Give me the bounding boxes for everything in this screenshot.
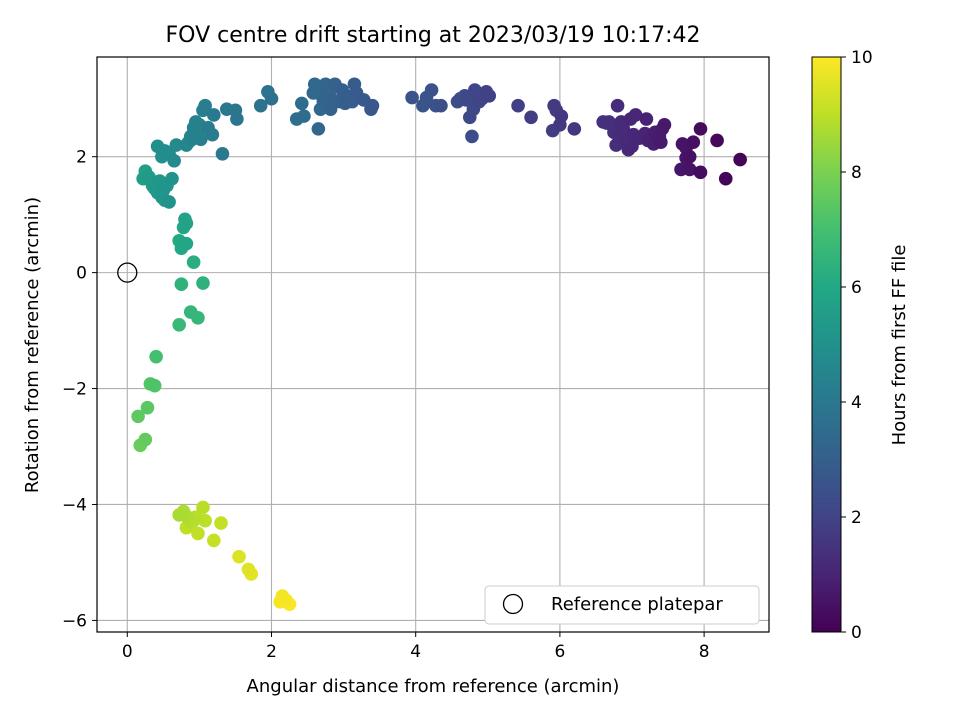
data-point-173 [718,171,733,186]
x-tick-label-1: 2 [266,642,277,662]
colorbar-tick-label-0: 0 [851,623,862,643]
data-point-136 [567,122,582,136]
data-point-22 [131,409,145,424]
data-point-146 [616,122,631,136]
legend-box [484,585,760,625]
data-point-75 [215,146,230,161]
data-point-174 [733,152,747,167]
data-point-21 [138,432,153,447]
data-point-111 [424,83,439,97]
data-point-19 [172,508,186,522]
data-point-172 [710,133,724,148]
data-point-27 [172,317,186,332]
x-axis-label: Angular distance from reference (arcmin) [247,676,620,697]
data-point-54 [165,171,179,186]
data-point-29 [183,305,198,319]
legend-label-reference: Reference platepar [551,594,723,615]
data-point-128 [482,89,497,103]
colorbar-tick-label-3: 6 [851,278,862,298]
data-point-12 [196,500,210,515]
data-point-9 [191,526,205,541]
y-axis-label: Rotation from reference (arcmin) [22,197,43,493]
data-point-8 [214,516,228,530]
data-point-53 [162,195,176,209]
data-point-108 [405,90,419,105]
data-point-74 [207,108,221,122]
colorbar: 0 2 4 6 8 10 [811,48,873,643]
y-tick-label-1: −4 [62,495,87,515]
data-point-84 [297,109,311,123]
data-point-168 [682,149,697,164]
data-point-160 [654,135,668,150]
plot-frame [96,56,770,633]
data-point-130 [524,110,538,125]
data-point-83 [294,96,309,111]
data-point-32 [186,255,201,269]
data-point-113 [434,98,448,113]
colorbar-tick-label-1: 2 [851,508,862,528]
chart-title: FOV centre drift starting at 2023/03/19 … [166,23,701,48]
data-point-167 [682,162,697,177]
data-point-23 [140,400,155,415]
plot-axes: 0 2 4 6 8 −6 −4 −2 0 2 [62,56,770,662]
data-point-88 [311,122,326,136]
x-tick-label-0: 0 [122,642,133,662]
data-point-60 [169,138,184,152]
data-point-25 [147,378,162,393]
x-tick-label-4: 8 [699,642,710,662]
colorbar-label: Hours from first FF file [889,245,910,446]
y-tick-label-2: −2 [62,380,87,400]
data-point-107 [365,98,380,113]
data-point-81 [264,91,279,106]
y-tick-label-4: 2 [76,148,87,168]
data-point-78 [230,112,244,126]
reference-platepar-marker [117,262,138,283]
x-tick-label-2: 4 [410,642,421,662]
data-point-6 [232,549,246,564]
data-point-5 [241,562,256,577]
data-point-26 [149,349,163,364]
data-point-155 [639,112,654,126]
colorbar-tick-label-4: 8 [851,163,862,183]
data-point-162 [657,118,672,132]
data-point-152 [628,108,643,122]
data-point-79 [253,98,268,113]
data-point-73 [205,127,220,142]
data-point-71 [198,98,212,113]
data-point-69 [194,132,208,147]
data-point-143 [610,98,625,113]
data-point-3 [275,589,290,603]
colorbar-tick-label-2: 4 [851,393,862,413]
data-point-39 [178,212,192,227]
y-tick-label-3: 0 [76,264,87,284]
data-point-129 [511,98,525,113]
data-point-7 [207,533,221,548]
data-point-170 [693,165,708,180]
data-point-171 [693,122,708,136]
x-tick-label-3: 6 [554,642,565,662]
legend-marker-reference [502,593,524,615]
data-point-135 [554,109,569,123]
data-point-59 [167,153,181,168]
data-point-114 [465,129,479,144]
data-point-30 [174,277,189,292]
data-point-169 [686,135,701,150]
data-point-31 [196,276,210,290]
legend: Reference platepar [484,585,760,625]
colorbar-gradient [811,56,842,633]
data-point-36 [179,236,194,251]
colorbar-tick-label-5: 10 [851,48,873,68]
y-tick-label-0: −6 [62,611,87,631]
